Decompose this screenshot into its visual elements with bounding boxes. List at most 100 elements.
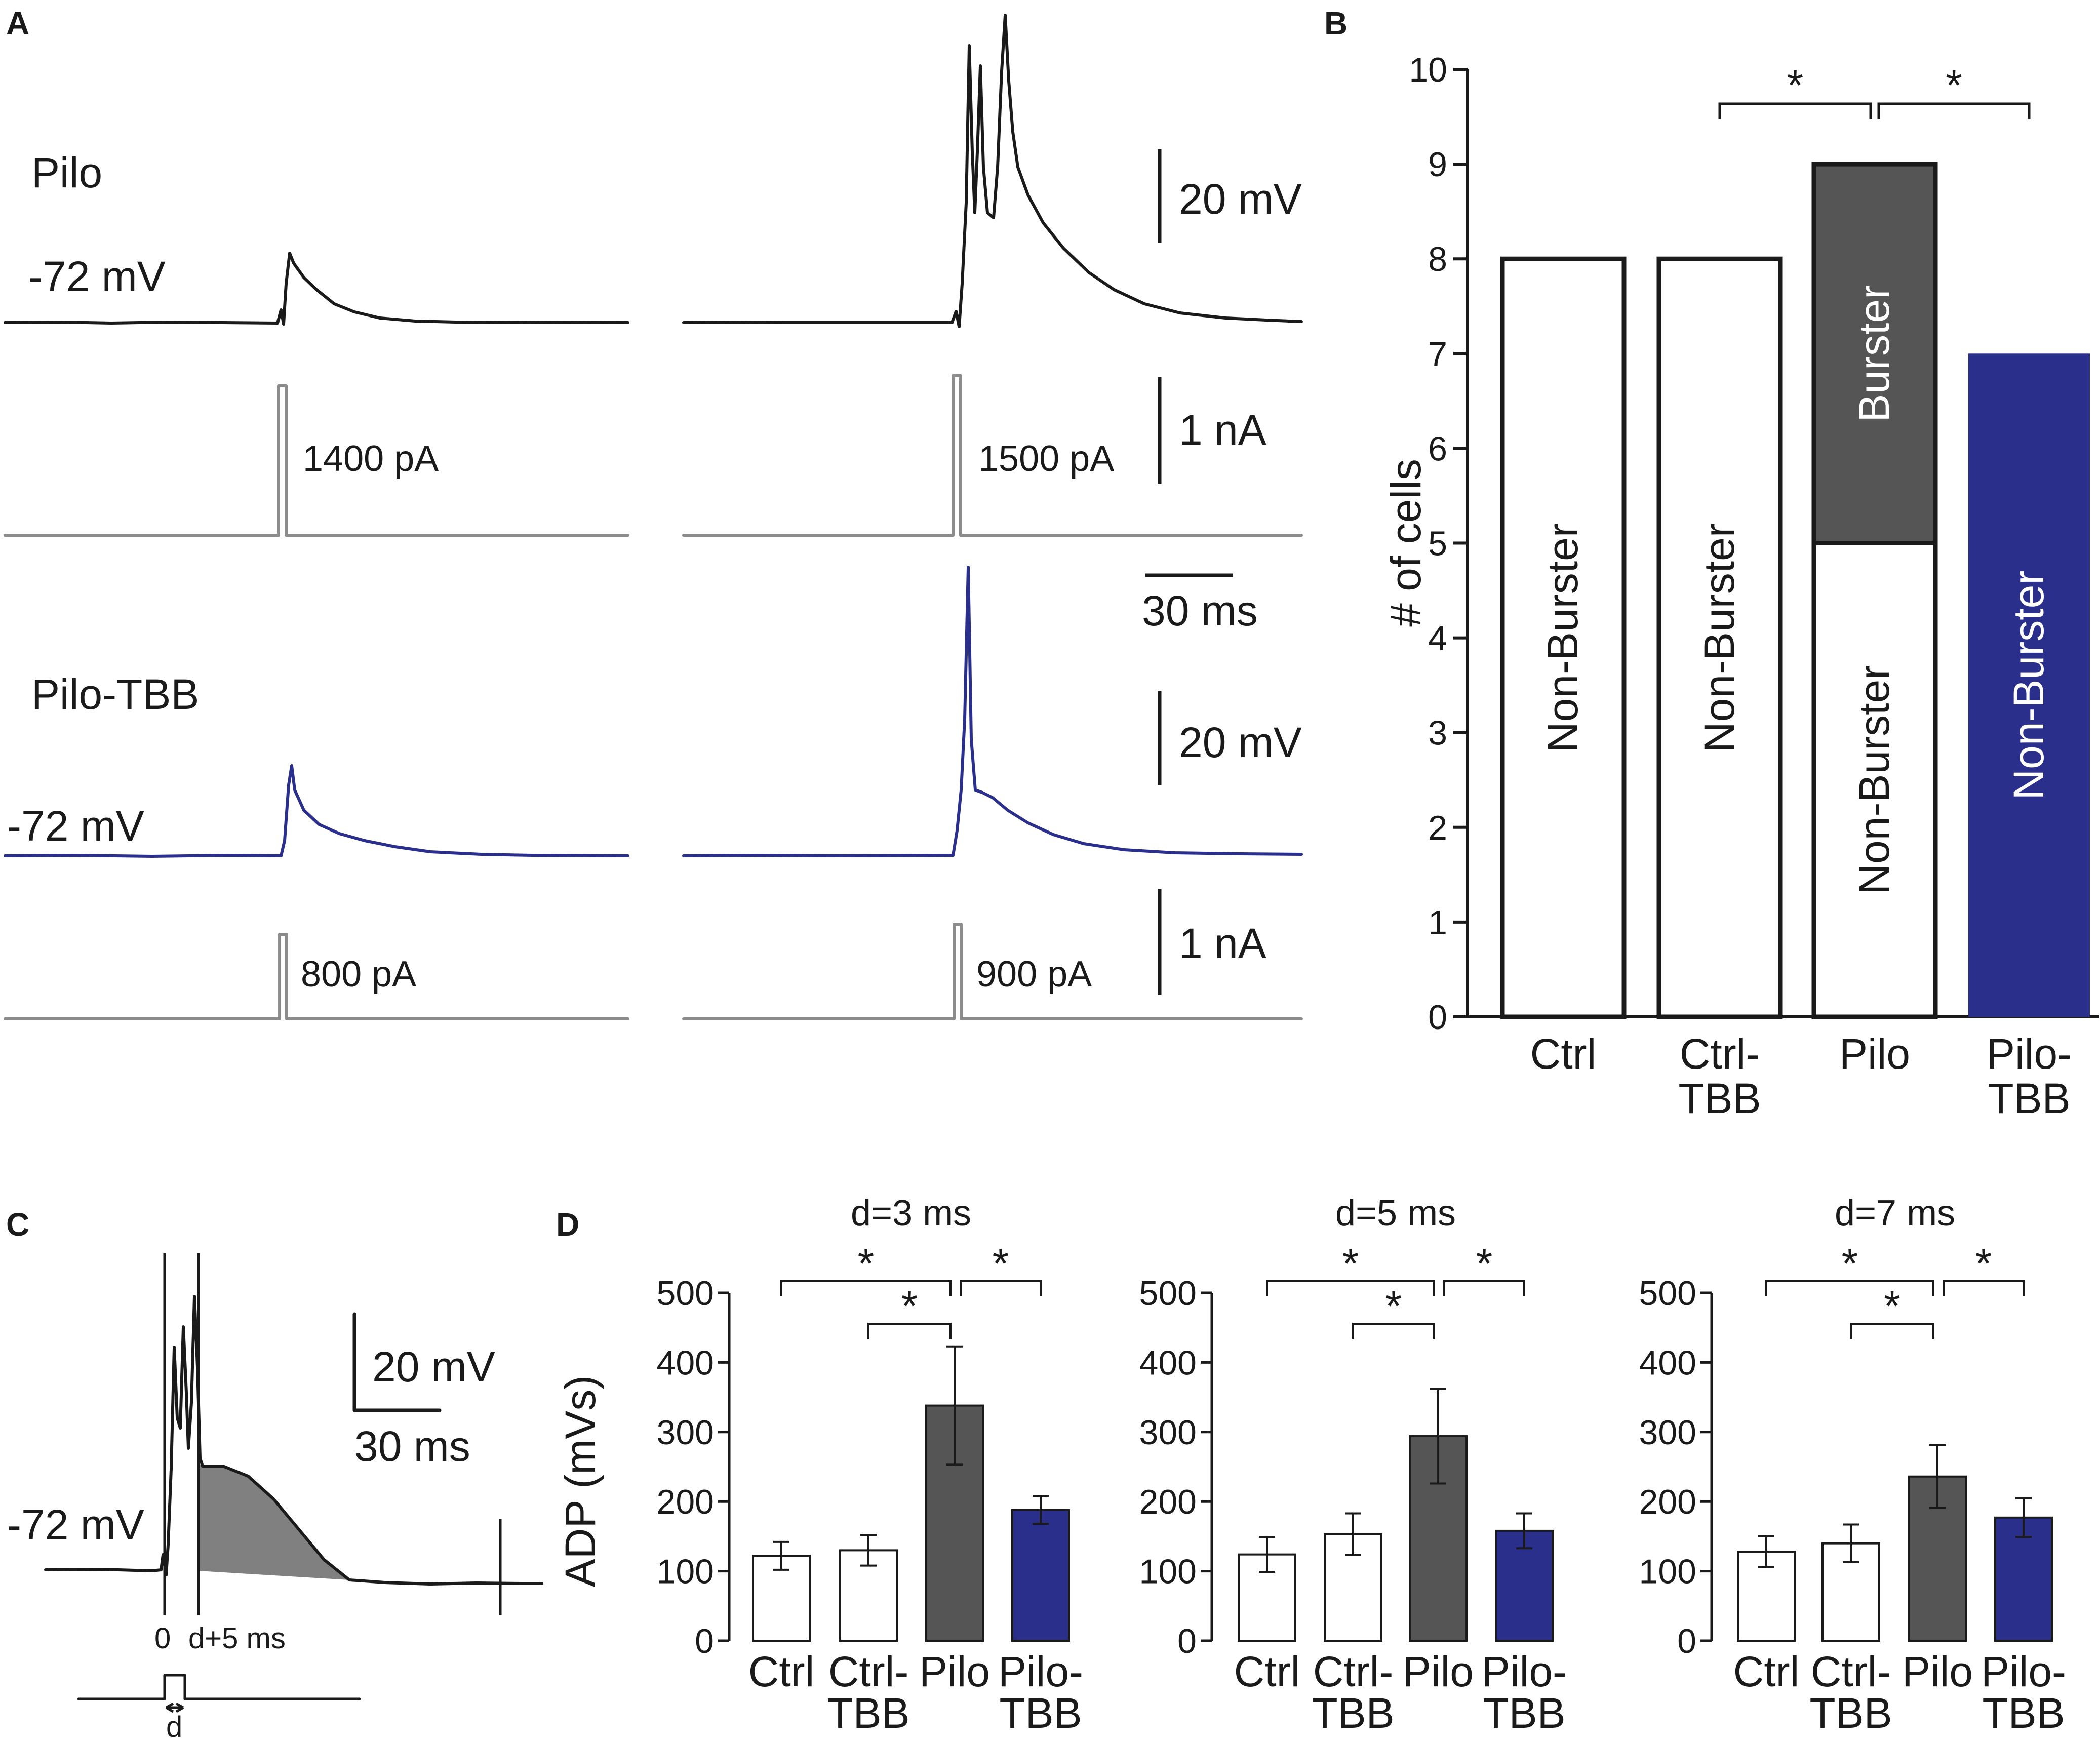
category-label: Ctrl-: [828, 1648, 909, 1695]
significance-bracket: [1266, 1280, 1435, 1296]
category-label: TBB: [1982, 1689, 2065, 1737]
category-label: TBB: [1988, 1075, 2070, 1122]
significance-bracket: [1718, 102, 1872, 119]
pulse-width-arrow-icon: [165, 1702, 184, 1713]
significance-bracket: [1352, 1323, 1435, 1339]
category-label: Ctrl-: [1811, 1648, 1891, 1695]
y-tick-label: 6: [1428, 429, 1447, 468]
bar: [1994, 1516, 2053, 1642]
category-label: Pilo-: [998, 1648, 1083, 1695]
category-label: Pilo-: [1981, 1648, 2066, 1695]
bar-label-non-burster: Non-Burster: [1850, 665, 1898, 895]
category-label: TBB: [1483, 1689, 1565, 1737]
significance-bracket: [1943, 1280, 2025, 1296]
y-tick-label: 400: [1139, 1343, 1197, 1382]
y-tick-label: 10: [1409, 51, 1447, 89]
category-label: TBB: [1809, 1689, 1892, 1737]
significance-star: *: [1385, 1282, 1402, 1330]
significance-star: *: [993, 1240, 1009, 1287]
panel-label-b: B: [1324, 5, 1348, 42]
panel-label-d: D: [556, 1206, 579, 1243]
bar-burster: [1811, 162, 1938, 546]
category-label: Ctrl: [1234, 1648, 1300, 1695]
y-tick-label: 2: [1428, 809, 1447, 847]
significance-bracket: [780, 1280, 952, 1296]
significance-star: *: [858, 1240, 875, 1287]
pilo-trace-1500pa: [682, 14, 1303, 328]
y-tick-label: 500: [1639, 1274, 1696, 1313]
significance-bracket: [960, 1280, 1042, 1296]
pilo-trace-1400pa: [4, 252, 629, 326]
current-label-800: 800 pA: [301, 954, 416, 995]
significance-star: *: [1842, 1240, 1858, 1287]
significance-bracket: [1877, 102, 2031, 119]
y-tick-label: 400: [1639, 1343, 1696, 1382]
significance-bracket: [867, 1323, 952, 1339]
current-label-900: 900 pA: [976, 954, 1092, 995]
y-tick-label: 200: [657, 1483, 714, 1521]
category-label: Pilo: [1839, 1030, 1910, 1078]
significance-star: *: [901, 1282, 918, 1330]
panel-c-rest-potential: -72 mV: [7, 1501, 144, 1549]
rest-potential-top: -72 mV: [28, 253, 166, 300]
adp-shaded-area: [199, 1465, 349, 1580]
pilo-current-1400pa: [4, 384, 629, 537]
y-tick-label: 300: [1139, 1413, 1197, 1452]
bar-label-non-burster: Non-Burster: [2005, 571, 2052, 800]
rest-potential-bottom: -72 mV: [7, 802, 144, 850]
scale-current-bottom: 1 nA: [1179, 920, 1266, 967]
panel-c-scale-time: 30 ms: [354, 1422, 470, 1470]
current-label-1500: 1500 pA: [978, 439, 1114, 479]
y-tick-label: 500: [1139, 1274, 1197, 1313]
bar-label-burster: Burster: [1850, 285, 1898, 422]
pilo-tbb-current-900pa: [682, 923, 1303, 1020]
y-tick-label: 0: [1677, 1622, 1696, 1660]
chart-title: d=3 ms: [851, 1193, 971, 1234]
category-label: TBB: [1312, 1689, 1394, 1737]
y-tick-label: 0: [695, 1622, 714, 1660]
pulse-schematic: [77, 1674, 361, 1700]
y-tick-label: 0: [1428, 998, 1447, 1037]
y-tick-label: 100: [1139, 1553, 1197, 1591]
panel-b-stacked-bar-chart: 0 1 2 3 4 5 6 7 8 9 10 # of cells Non-Burster Non-Bur…: [1382, 51, 2099, 1122]
category-label: Pilo: [1902, 1648, 1973, 1695]
bar: [1011, 1509, 1070, 1642]
y-tick-label: 300: [1639, 1413, 1696, 1452]
significance-star: *: [1787, 61, 1804, 109]
category-label: TBB: [827, 1689, 909, 1737]
chart-title: d=5 ms: [1335, 1193, 1456, 1234]
significance-star: *: [1975, 1240, 1992, 1287]
y-tick-label: 300: [657, 1413, 714, 1452]
significance-star: *: [1946, 61, 1962, 109]
bar-non-burster: [1656, 256, 1783, 1019]
category-label: Pilo: [919, 1648, 990, 1695]
pilo-label: Pilo: [31, 149, 102, 196]
category-label: Pilo: [1403, 1648, 1474, 1695]
category-label: Ctrl: [1733, 1648, 1800, 1695]
y-tick-label: 100: [657, 1553, 714, 1591]
category-label: Ctrl: [748, 1648, 815, 1695]
scale-current-top: 1 nA: [1179, 406, 1266, 454]
bar-label-non-burster: Non-Burster: [1539, 523, 1587, 753]
marker-label-start: 0: [154, 1622, 171, 1655]
y-tick-label: 400: [657, 1343, 714, 1382]
y-tick-label: 7: [1428, 335, 1447, 373]
scale-voltage-bottom: 20 mV: [1179, 719, 1302, 766]
y-tick-label: 1: [1428, 903, 1447, 942]
significance-star: *: [1884, 1282, 1900, 1330]
panel-label-c: C: [6, 1206, 29, 1243]
scale-time: 30 ms: [1142, 587, 1258, 635]
bar-non-burster: [1500, 256, 1627, 1019]
category-label: Ctrl-: [1313, 1648, 1394, 1695]
category-label: Ctrl: [1530, 1030, 1597, 1078]
chart-title: d=7 ms: [1835, 1193, 1955, 1234]
y-tick-label: 0: [1177, 1622, 1197, 1660]
y-tick-label: 5: [1428, 525, 1447, 563]
y-tick-label: 4: [1428, 619, 1447, 658]
significance-star: *: [1476, 1240, 1493, 1287]
y-tick-label: 3: [1428, 714, 1447, 753]
pilo-current-1500pa: [682, 374, 1303, 537]
category-label: TBB: [999, 1689, 1082, 1737]
y-axis-label: # of cells: [1382, 459, 1430, 627]
